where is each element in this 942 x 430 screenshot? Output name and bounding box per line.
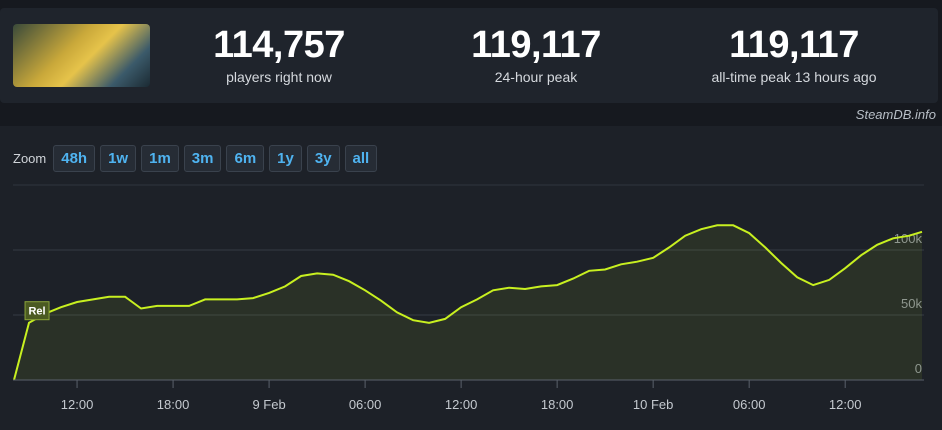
annotation: Rel [28,306,45,318]
x-tick-label: 12:00 [829,397,862,412]
stat-value: 114,757 [213,24,345,66]
stat: 119,117 all-time peak 13 hours ago [684,24,904,85]
chart-area [0,126,942,430]
zoom-button[interactable]: 48h [53,145,96,172]
y-tick-label: 0 [915,361,922,376]
stat: 119,117 24-hour peak [426,24,646,85]
zoom-button[interactable]: 1w [100,145,137,172]
annotation-box [24,301,50,321]
zoom-button[interactable]: 1m [141,145,179,172]
x-tick-label: 18:00 [157,397,190,412]
y-tick-label: 50k [901,296,922,311]
zoom-bar: Zoom 48h 1w 1m 3m 6m 1y 3y all [13,145,378,172]
line [13,224,923,381]
zoom-button[interactable]: 6m [226,145,265,172]
zoom-button[interactable]: 3y [306,145,340,172]
x-tick-label: 06:00 [349,397,382,412]
x-tick-label: 12:00 [445,397,478,412]
stat-label: 24-hour peak [494,69,578,85]
x-tick-label: 18:00 [541,397,574,412]
stats-panel: 114,757 players right now 119,117 24-hour … [0,8,938,103]
watermark: SteamDB.info [855,107,936,122]
x-tick-label: 12:00 [61,397,94,412]
zoom-button[interactable]: 3m [183,145,222,172]
stat-label: all-time peak 13 hours ago [711,69,877,85]
stat: 114,757 players right now [169,24,389,85]
stat-value: 119,117 [729,24,859,66]
x-tick-label: 06:00 [733,397,766,412]
game-art [13,24,150,87]
stat-value: 119,117 [471,24,601,66]
x-tick-label: 10 Feb [633,397,673,412]
stat-label: players right now [226,69,332,85]
x-tick-label: 9 Feb [252,397,285,412]
zoom-label: Zoom [13,151,47,166]
zoom-button[interactable]: 1y [269,145,302,172]
zoom-button[interactable]: all [344,145,378,172]
area [14,225,922,380]
